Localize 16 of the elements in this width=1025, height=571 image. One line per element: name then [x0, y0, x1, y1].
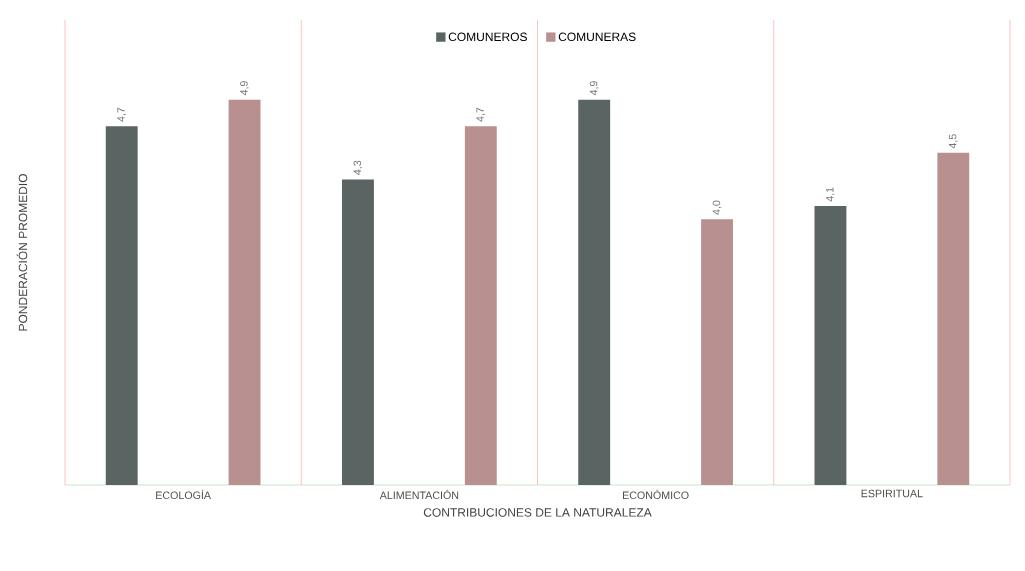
y-axis-title: PONDERACIÓN PROMEDIO — [16, 174, 28, 331]
data-label: 4,1 — [826, 187, 835, 202]
x-axis-title: CONTRIBUCIONES DE LA NATURALEZA — [423, 508, 652, 517]
data-label: 4,9 — [589, 81, 599, 96]
data-label: 4,7 — [476, 107, 486, 122]
data-label: 4,9 — [240, 81, 249, 96]
data-label: 4,0 — [712, 200, 722, 215]
x-tick-label: ALIMENTACIÓN — [379, 489, 459, 500]
data-label: 4,7 — [117, 107, 127, 122]
legend-label: COMUNERAS — [558, 32, 636, 42]
x-tick-label: ECONÓMICO — [623, 489, 689, 500]
data-label: 4,3 — [353, 160, 363, 175]
data-label: 4,5 — [948, 134, 958, 149]
x-tick-label: ECOLOGÍA — [156, 489, 211, 500]
x-tick-label: ESPIRITUAL — [861, 489, 923, 498]
legend-label: COMUNEROS — [448, 32, 527, 42]
